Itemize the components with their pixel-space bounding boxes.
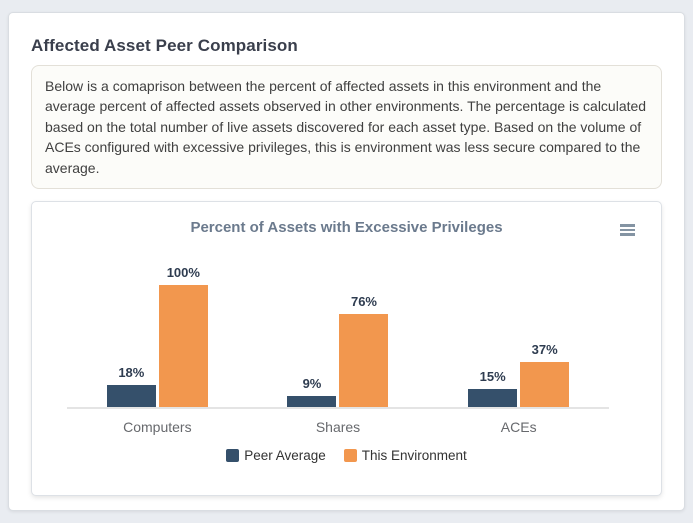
- bar-peer-average-shares[interactable]: [287, 396, 337, 408]
- legend-swatch-icon: [343, 449, 357, 463]
- hamburger-menu-icon: [620, 224, 635, 227]
- data-label-peer-average-computers: 18%: [118, 365, 145, 381]
- bar-group-computers: 18% 100%: [105, 265, 209, 408]
- chart-context-menu-button[interactable]: [619, 224, 636, 238]
- chart-title: Percent of Assets with Excessive Privile…: [190, 219, 503, 237]
- hamburger-menu-icon: [620, 228, 635, 232]
- legend-item-this-environment[interactable]: This Environment: [343, 448, 467, 464]
- bar-unit-this-environment-shares: 76%: [339, 294, 389, 408]
- bar-peer-average-aces[interactable]: [468, 389, 518, 408]
- bar-unit-this-environment-computers: 100%: [158, 265, 208, 408]
- legend-label: Peer Average: [244, 448, 326, 464]
- data-label-this-environment-shares: 76%: [350, 294, 377, 310]
- data-label-peer-average-shares: 9%: [302, 376, 322, 392]
- hamburger-menu-icon: [620, 233, 635, 236]
- bar-unit-peer-average-shares: 9%: [287, 376, 337, 408]
- data-label-peer-average-aces: 15%: [479, 369, 506, 385]
- x-axis-label-computers: Computers: [123, 419, 192, 436]
- description-text: Below is a comaprison between the percen…: [45, 78, 647, 176]
- bar-peer-average-computers[interactable]: [106, 385, 156, 408]
- chart-card: Percent of Assets with Excessive Privile…: [31, 201, 662, 497]
- legend-item-peer-average[interactable]: Peer Average: [226, 448, 326, 463]
- chart-legend: Peer Average This Environment: [32, 448, 661, 463]
- page-title: Affected Asset Peer Comparison: [31, 36, 298, 55]
- bar-unit-peer-average-aces: 15%: [468, 369, 518, 408]
- bar-this-environment-computers[interactable]: [158, 285, 208, 408]
- legend-label: This Environment: [361, 448, 467, 464]
- chart-plot-area: 18% 100% 9% 76% 15% 37%: [67, 242, 609, 410]
- data-label-this-environment-computers: 100%: [166, 265, 200, 281]
- description-box: Below is a comaprison between the percen…: [31, 65, 662, 190]
- bar-group-shares: 9% 76%: [286, 294, 390, 408]
- bar-this-environment-shares[interactable]: [339, 314, 389, 408]
- x-axis-label-aces: ACEs: [500, 419, 537, 436]
- bar-unit-this-environment-aces: 37%: [520, 342, 570, 408]
- affected-asset-peer-comparison-card: Affected Asset Peer Comparison Below is …: [8, 12, 685, 511]
- bar-unit-peer-average-computers: 18%: [106, 365, 156, 408]
- x-axis-labels: Computers Shares ACEs: [67, 409, 609, 435]
- legend-swatch-icon: [226, 449, 240, 463]
- bar-group-aces: 15% 37%: [467, 342, 571, 408]
- data-label-this-environment-aces: 37%: [531, 342, 558, 358]
- bar-this-environment-aces[interactable]: [520, 362, 570, 408]
- x-axis-label-shares: Shares: [315, 419, 361, 436]
